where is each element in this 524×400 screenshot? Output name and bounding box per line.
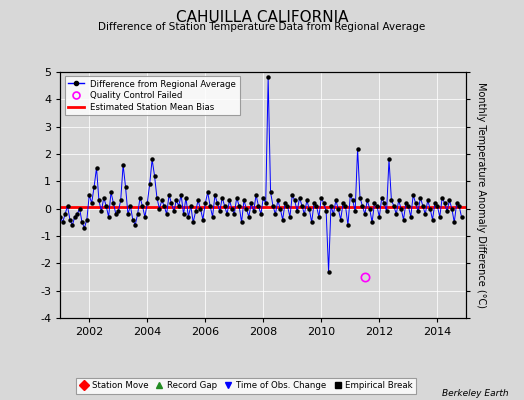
Text: CAHUILLA CALIFORNIA: CAHUILLA CALIFORNIA	[176, 10, 348, 25]
Y-axis label: Monthly Temperature Anomaly Difference (°C): Monthly Temperature Anomaly Difference (…	[476, 82, 486, 308]
Text: Berkeley Earth: Berkeley Earth	[442, 389, 508, 398]
Text: Difference of Station Temperature Data from Regional Average: Difference of Station Temperature Data f…	[99, 22, 425, 32]
Legend: Station Move, Record Gap, Time of Obs. Change, Empirical Break: Station Move, Record Gap, Time of Obs. C…	[76, 378, 417, 394]
Legend: Difference from Regional Average, Quality Control Failed, Estimated Station Mean: Difference from Regional Average, Qualit…	[64, 76, 239, 115]
